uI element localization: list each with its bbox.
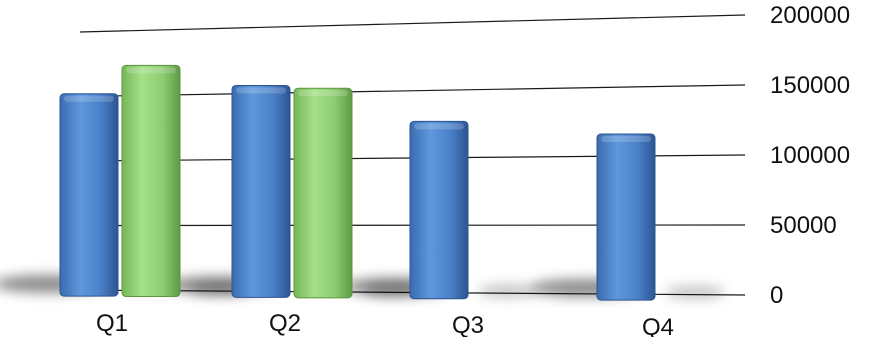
bar-top-highlight bbox=[64, 95, 114, 102]
y-tick-label: 100000 bbox=[770, 142, 850, 169]
bar-top-highlight bbox=[236, 87, 286, 94]
bar-top-highlight bbox=[414, 123, 464, 130]
gridline-4 bbox=[79, 14, 746, 33]
x-category-label-q1: Q1 bbox=[96, 310, 128, 337]
bar-q4-series-1 bbox=[596, 133, 656, 301]
y-tick-label: 200000 bbox=[770, 2, 850, 29]
bar-q2-series-2 bbox=[293, 87, 353, 299]
bar-q1-series-2 bbox=[121, 64, 181, 298]
bar-q3-series-1 bbox=[409, 120, 469, 300]
bar-top-highlight bbox=[601, 135, 651, 142]
gridline-3 bbox=[79, 84, 746, 98]
y-tick-label: 0 bbox=[770, 282, 783, 309]
x-category-label-q4: Q4 bbox=[642, 314, 674, 337]
y-tick-label: 150000 bbox=[770, 72, 850, 99]
bar-top-highlight bbox=[298, 90, 348, 97]
x-category-label-q2: Q2 bbox=[269, 310, 301, 337]
y-axis-tick-labels: 0 50000 100000 150000 200000 bbox=[770, 2, 850, 309]
bar-shadow-right-q3 bbox=[478, 284, 538, 297]
bar-shadow-right-q4 bbox=[665, 286, 725, 299]
bar-q1-series-1 bbox=[59, 93, 119, 297]
x-axis-category-labels: Q1 Q2 Q3 Q4 bbox=[96, 310, 674, 337]
x-category-label-q3: Q3 bbox=[452, 312, 484, 337]
bars bbox=[59, 64, 656, 301]
y-tick-label: 50000 bbox=[770, 212, 837, 239]
bar-q2-series-1 bbox=[231, 84, 291, 298]
bar-top-highlight bbox=[126, 67, 176, 74]
